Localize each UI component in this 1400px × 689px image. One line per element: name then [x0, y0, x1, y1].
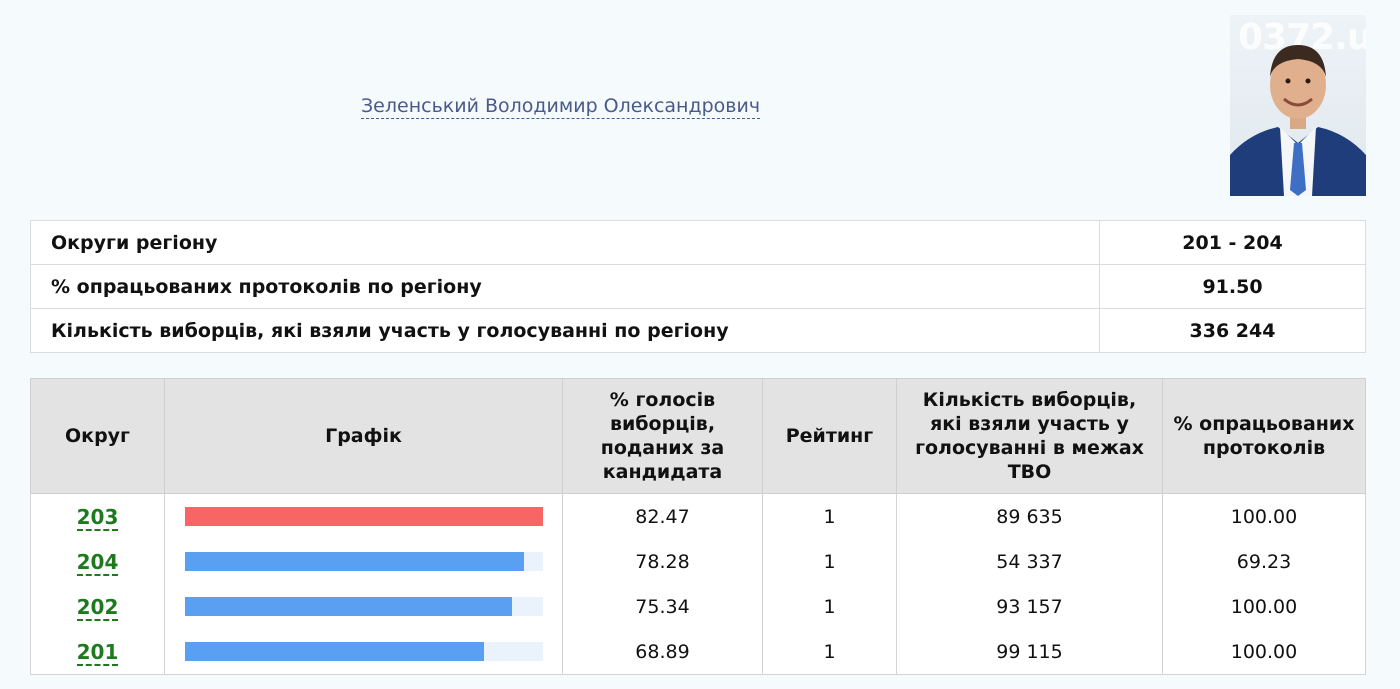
district-cell: 201: [30, 629, 165, 675]
vote-percent-cell: 78.28: [562, 539, 763, 584]
vote-bar-track: [184, 552, 543, 571]
vote-bar-track: [184, 597, 543, 616]
summary-value: 91.50: [1099, 264, 1366, 309]
summary-value: 336 244: [1099, 308, 1366, 353]
chart-cell: [164, 539, 563, 584]
candidate-name-link[interactable]: Зеленський Володимир Олександрович: [361, 95, 761, 119]
rating-cell: 1: [762, 584, 897, 629]
vote-bar: [184, 552, 525, 571]
header-chart: Графік: [164, 378, 563, 494]
summary-row: Кількість виборців, які взяли участь у г…: [30, 308, 1366, 353]
district-cell: 202: [30, 584, 165, 629]
processed-cell: 100.00: [1162, 493, 1366, 539]
header-processed: % опрацьованих протоколів: [1162, 378, 1366, 494]
processed-cell: 69.23: [1162, 539, 1366, 584]
processed-cell: 100.00: [1162, 629, 1366, 675]
voters-cell: 99 115: [896, 629, 1163, 675]
summary-row: Округи регіону 201 - 204: [30, 220, 1366, 265]
vote-percent-cell: 82.47: [562, 493, 763, 539]
header-vote-percent: % голосів виборців, поданих за кандидата: [562, 378, 763, 494]
voters-cell: 54 337: [896, 539, 1163, 584]
summary-value: 201 - 204: [1099, 220, 1366, 265]
summary-label: % опрацьованих протоколів по регіону: [30, 264, 1100, 309]
summary-row: % опрацьованих протоколів по регіону 91.5…: [30, 264, 1366, 309]
portrait-image: [1230, 45, 1366, 196]
header-rating: Рейтинг: [762, 378, 897, 494]
processed-cell: 100.00: [1162, 584, 1366, 629]
header-district: Округ: [30, 378, 165, 494]
vote-bar-track: [184, 507, 543, 526]
rating-cell: 1: [762, 629, 897, 675]
rating-cell: 1: [762, 493, 897, 539]
vote-bar: [184, 642, 484, 661]
candidate-photo: 0372.ua: [1230, 15, 1366, 196]
voters-cell: 93 157: [896, 584, 1163, 629]
rating-cell: 1: [762, 539, 897, 584]
district-link[interactable]: 202: [76, 594, 119, 621]
voters-cell: 89 635: [896, 493, 1163, 539]
district-cell: 204: [30, 539, 165, 584]
table-row: 202 75.34 1 93 157 100.00: [30, 584, 1366, 629]
summary-label: Округи регіону: [30, 220, 1100, 265]
table-row: 203 82.47 1 89 635 100.00: [30, 493, 1366, 539]
region-summary-table: Округи регіону 201 - 204% опрацьованих пр…: [30, 220, 1366, 353]
vote-bar-track: [184, 642, 543, 661]
district-link[interactable]: 203: [76, 504, 119, 531]
vote-bar: [184, 507, 543, 526]
chart-cell: [164, 493, 563, 539]
header-voters: Кількість виборців, які взяли участь у г…: [896, 378, 1163, 494]
district-results-table: Округ Графік % голосів виборців, поданих…: [30, 378, 1366, 675]
chart-cell: [164, 584, 563, 629]
vote-bar: [184, 597, 512, 616]
vote-percent-cell: 75.34: [562, 584, 763, 629]
chart-cell: [164, 629, 563, 675]
vote-percent-cell: 68.89: [562, 629, 763, 675]
table-row: 204 78.28 1 54 337 69.23: [30, 539, 1366, 584]
table-row: 201 68.89 1 99 115 100.00: [30, 629, 1366, 675]
district-link[interactable]: 204: [76, 549, 119, 576]
summary-label: Кількість виборців, які взяли участь у г…: [30, 308, 1100, 353]
district-link[interactable]: 201: [76, 639, 119, 666]
district-cell: 203: [30, 493, 165, 539]
